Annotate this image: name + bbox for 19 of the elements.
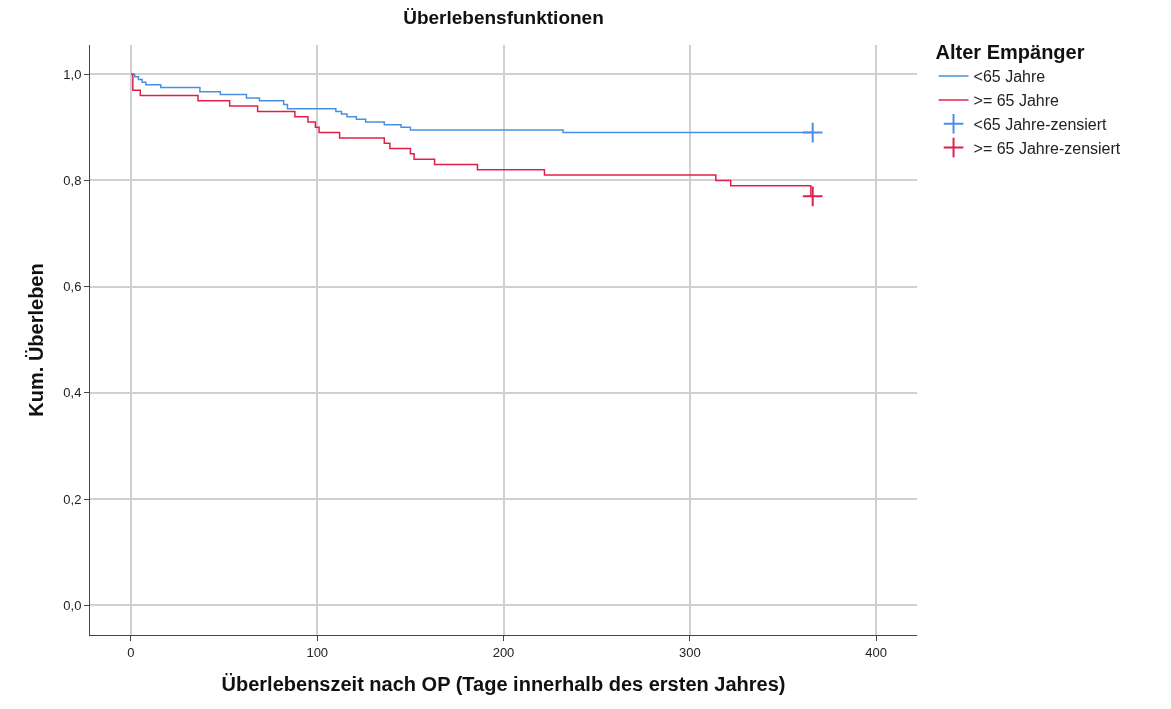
chart-title: Überlebensfunktionen	[403, 6, 604, 28]
legend-label: <65 Jahre-zensiert	[973, 115, 1108, 133]
y-tick-label: 0,6	[63, 279, 82, 295]
y-tick-label: 0,4	[63, 385, 82, 401]
x-tick-label: 200	[492, 644, 515, 660]
y-tick-label: 1,0	[63, 66, 82, 82]
x-tick-label: 400	[865, 644, 887, 660]
x-tick-label: 0	[127, 644, 135, 660]
legend-label: >= 65 Jahre	[973, 92, 1060, 110]
legend-label: >= 65 Jahre-zensiert	[973, 139, 1121, 157]
y-tick-label: 0,2	[63, 491, 82, 507]
y-axis-title: Kum. Überleben	[24, 263, 47, 417]
legend-label: <65 Jahre	[973, 68, 1046, 86]
x-tick-label: 100	[306, 644, 329, 660]
x-axis-title: Überlebenszeit nach OP (Tage innerhalb des ersten Jahres)	[221, 673, 786, 696]
legend-title: Alter Empänger	[935, 41, 1085, 64]
x-tick-label: 300	[678, 644, 701, 660]
y-tick-label: 0,0	[63, 597, 82, 613]
y-tick-label: 0,8	[63, 172, 82, 188]
